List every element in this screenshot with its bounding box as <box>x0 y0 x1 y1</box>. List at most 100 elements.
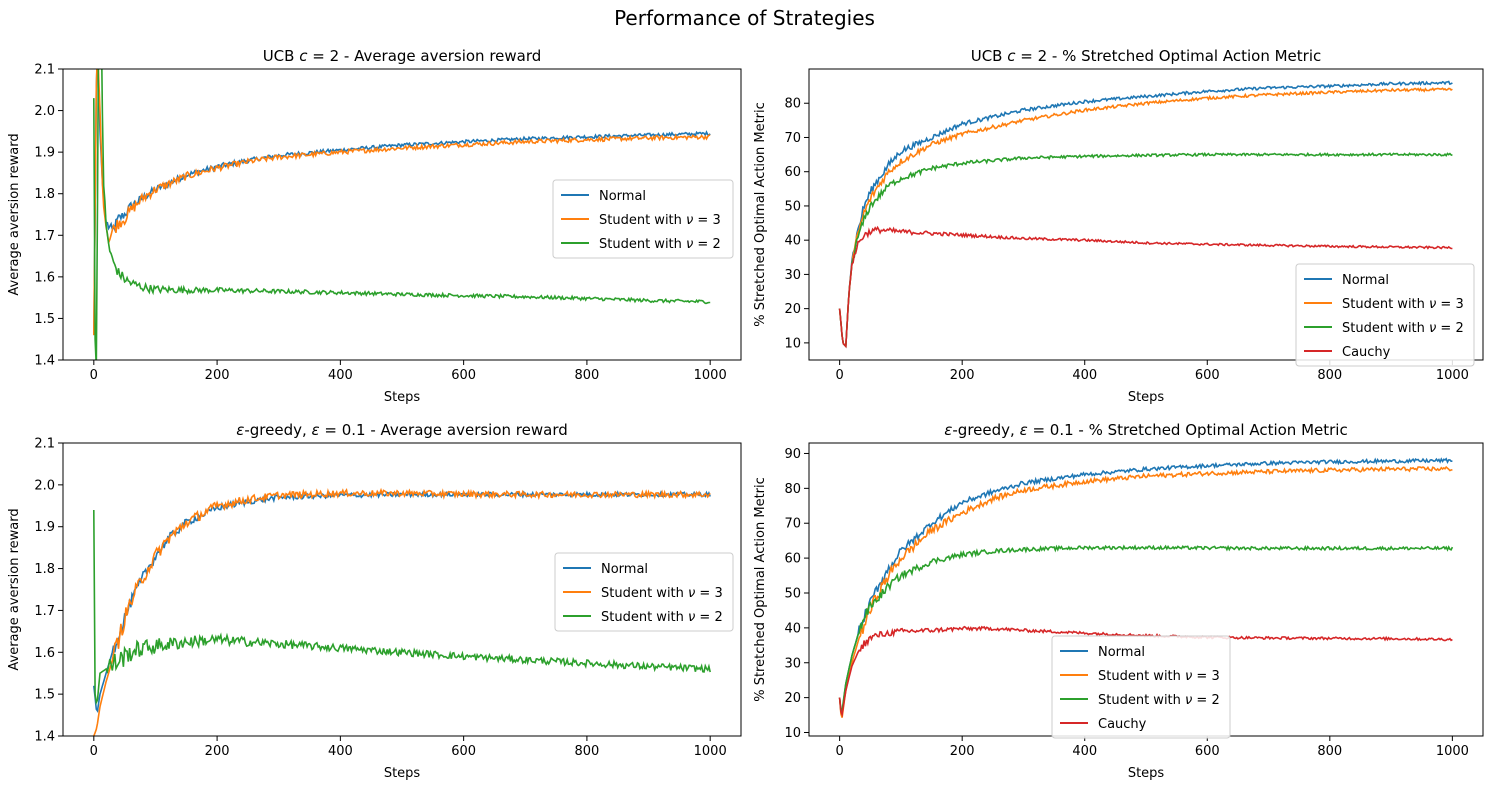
plot-frame <box>62 68 742 361</box>
x-tick-label: 400 <box>1072 744 1097 759</box>
legend-label: Student with ν = 2 <box>599 237 721 252</box>
y-tick-label: 60 <box>784 552 801 567</box>
series-group <box>838 80 1453 349</box>
x-tick-label: 600 <box>451 368 476 383</box>
x-axis-label: Steps <box>1128 766 1165 781</box>
plot-frame <box>62 442 742 737</box>
chart-ucb-pct: 0 200 400 600 800 1000 10 20 30 40 50 60 70 80 Steps % … <box>753 47 1484 405</box>
x-tick-label: 800 <box>574 744 599 759</box>
y-tick-label: 40 <box>784 234 801 249</box>
y-tick-label: 80 <box>784 482 801 497</box>
x-tick-label: 800 <box>574 368 599 383</box>
y-tick-label: 2.0 <box>34 104 55 119</box>
y-tick-label: 70 <box>784 131 801 146</box>
legend: Normal Student with ν = 3 Student with ν =… <box>554 552 734 632</box>
y-tick-label: 1.8 <box>34 187 55 202</box>
x-tick-label: 0 <box>835 744 843 759</box>
chart-title: ε-greedy, ε = 0.1 - % Stretched Optimal … <box>944 421 1347 439</box>
legend-label: Normal <box>601 562 648 577</box>
legend-label: Normal <box>1342 273 1389 288</box>
y-tick-label: 10 <box>784 336 801 351</box>
y-tick-label: 1.6 <box>34 646 55 661</box>
y-tick-label: 60 <box>784 165 801 180</box>
x-tick-label: 800 <box>1317 744 1342 759</box>
x-tick-label: 400 <box>328 368 353 383</box>
legend: Normal Student with ν = 3 Student with ν =… <box>1051 635 1231 739</box>
series-group <box>838 457 1454 718</box>
y-tick-label: 1.8 <box>34 562 55 577</box>
series-line-eps-pct-2 <box>838 544 1454 713</box>
y-tick-label: 70 <box>784 517 801 532</box>
x-tick-label: 600 <box>1195 368 1220 383</box>
y-tick-label: 1.9 <box>34 520 55 535</box>
x-tick-label: 200 <box>950 368 975 383</box>
series-line-ucb-pct-3 <box>838 225 1453 349</box>
legend-label: Normal <box>1098 645 1145 660</box>
x-axis-label: Steps <box>384 766 421 781</box>
legend-label: Cauchy <box>1098 717 1147 732</box>
y-tick-label: 1.4 <box>34 354 55 369</box>
x-tick-label: 600 <box>1195 744 1220 759</box>
x-tick-label: 400 <box>328 744 353 759</box>
chart-title: UCB c = 2 - % Stretched Optimal Action M… <box>971 47 1322 65</box>
y-tick-label: 30 <box>784 268 801 283</box>
x-tick-label: 0 <box>835 368 843 383</box>
y-tick-label: 2.1 <box>34 63 55 78</box>
chart-eps-pct: 0 200 400 600 800 1000 10 20 30 40 50 60 70 80 90 Steps… <box>753 421 1484 781</box>
chart-ucb-avg: 0 200 400 600 800 1000 1.4 1.5 1.6 1.7 1.8 1.9 2.0 2.… <box>7 47 742 405</box>
y-tick-label: 20 <box>784 691 801 706</box>
y-tick-label: 2.1 <box>34 437 55 452</box>
legend-box <box>1295 263 1475 367</box>
figure-title: Performance of Strategies <box>614 6 875 30</box>
y-tick-label: 1.9 <box>34 146 55 161</box>
x-tick-label: 1000 <box>694 744 727 759</box>
x-tick-label: 0 <box>90 744 98 759</box>
series-line-ucb-avg-2 <box>93 69 711 360</box>
y-tick-label: 50 <box>784 586 801 601</box>
plot-frame <box>808 68 1484 361</box>
series-group <box>93 69 711 360</box>
y-tick-label: 1.5 <box>34 688 55 703</box>
x-tick-label: 1000 <box>694 368 727 383</box>
series-group <box>93 487 711 736</box>
y-tick-label: 1.4 <box>34 730 55 745</box>
y-tick-label: 2.0 <box>34 478 55 493</box>
x-tick-label: 800 <box>1317 368 1342 383</box>
legend: Normal Student with ν = 3 Student with ν =… <box>552 179 734 259</box>
y-axis-label: % Stretched Optimal Action Metric <box>753 477 768 702</box>
y-tick-label: 20 <box>784 302 801 317</box>
legend-box <box>554 552 734 632</box>
legend-label: Normal <box>599 189 646 204</box>
legend-label: Student with ν = 3 <box>1342 297 1464 312</box>
x-tick-label: 400 <box>1072 368 1097 383</box>
y-tick-label: 1.7 <box>34 604 55 619</box>
y-tick-label: 40 <box>784 621 801 636</box>
chart-title: UCB c = 2 - Average aversion reward <box>263 47 542 65</box>
series-line-ucb-pct-1 <box>838 87 1453 349</box>
legend-label: Student with ν = 2 <box>1098 693 1220 708</box>
x-axis-label: Steps <box>384 390 421 405</box>
series-line-ucb-pct-2 <box>838 151 1453 349</box>
series-line-eps-avg-2 <box>93 509 711 706</box>
x-axis-label: Steps <box>1128 390 1165 405</box>
series-line-eps-pct-0 <box>838 457 1453 717</box>
x-tick-label: 1000 <box>1436 744 1469 759</box>
y-axis-label: Average aversion reward <box>7 508 22 670</box>
series-line-eps-pct-3 <box>838 625 1453 718</box>
x-tick-label: 200 <box>205 744 230 759</box>
legend-label: Student with ν = 3 <box>601 586 723 601</box>
y-tick-label: 1.5 <box>34 312 55 327</box>
legend-label: Student with ν = 2 <box>1342 321 1464 336</box>
x-tick-label: 600 <box>451 744 476 759</box>
y-tick-label: 1.7 <box>34 229 55 244</box>
series-line-eps-pct-1 <box>838 465 1453 718</box>
y-tick-label: 1.6 <box>34 270 55 285</box>
y-axis-label: Average aversion reward <box>7 133 22 295</box>
x-tick-label: 1000 <box>1436 368 1469 383</box>
y-tick-label: 90 <box>784 447 801 462</box>
chart-eps-avg: 0 200 400 600 800 1000 1.4 1.5 1.6 1.7 1.8 1.9 2.0 2.… <box>7 421 742 781</box>
y-tick-label: 30 <box>784 656 801 671</box>
y-tick-label: 10 <box>784 726 801 741</box>
